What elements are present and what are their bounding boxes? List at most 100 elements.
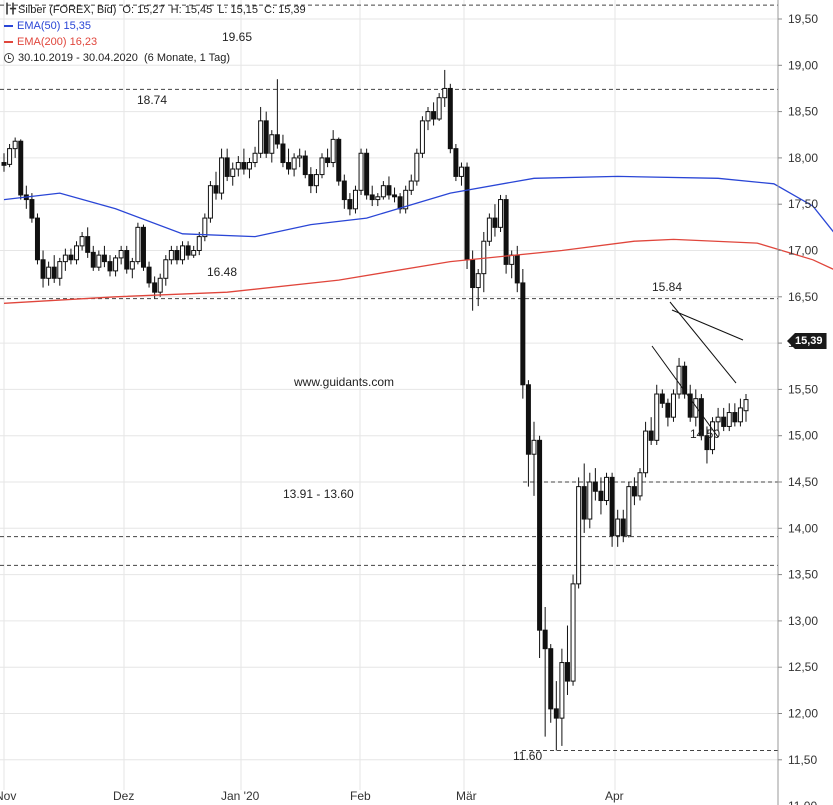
candle-body bbox=[520, 282, 526, 386]
candle-body bbox=[559, 662, 565, 719]
price-annotations: 19.65 18.74 16.48 15.84 14.50 13.91 - 13.60 11… bbox=[137, 30, 720, 763]
candle-body bbox=[542, 629, 548, 650]
candle-body bbox=[503, 199, 509, 265]
candle-body bbox=[453, 148, 459, 177]
candle-body bbox=[202, 217, 208, 238]
candle-body bbox=[196, 236, 202, 252]
candle bbox=[213, 171, 219, 200]
candle-body bbox=[347, 199, 353, 210]
trendline bbox=[669, 301, 737, 384]
candle-body bbox=[492, 217, 498, 228]
candle-body bbox=[626, 486, 632, 537]
candle bbox=[481, 231, 487, 293]
candle bbox=[380, 181, 386, 200]
y-axis: 19,5019,0018,5018,0017,5017,0016,5016,00… bbox=[777, 0, 818, 805]
candle bbox=[509, 250, 515, 279]
candle-body bbox=[319, 157, 325, 176]
y-tick-label: 18,00 bbox=[788, 151, 818, 165]
candle bbox=[207, 181, 213, 223]
y-tick-label: 16,50 bbox=[788, 290, 818, 304]
candle-body bbox=[352, 189, 358, 210]
candle-body bbox=[676, 365, 682, 395]
candle bbox=[570, 574, 576, 686]
candle-body bbox=[654, 393, 660, 441]
candle-body bbox=[375, 196, 381, 201]
candle-body bbox=[180, 245, 186, 261]
y-tick-label: 17,50 bbox=[788, 197, 818, 211]
candle bbox=[163, 255, 169, 286]
candle bbox=[7, 144, 13, 168]
candle-body bbox=[96, 254, 102, 268]
low-value: 15,15 bbox=[230, 4, 259, 16]
candle-body bbox=[174, 250, 180, 261]
current-price-tag: 15,39 bbox=[787, 333, 827, 349]
candle bbox=[191, 245, 197, 258]
annotation-label: 13.91 - 13.60 bbox=[283, 487, 354, 501]
candle-body bbox=[152, 282, 158, 293]
candle-body bbox=[191, 250, 197, 256]
candle bbox=[241, 148, 247, 175]
candle-body bbox=[291, 157, 297, 170]
candle bbox=[670, 389, 676, 422]
candle bbox=[79, 231, 85, 251]
candle-body bbox=[157, 277, 163, 293]
candle-body bbox=[581, 486, 587, 520]
y-tick-label: 12,50 bbox=[788, 660, 818, 674]
candle bbox=[336, 137, 342, 186]
candle bbox=[464, 162, 470, 270]
candle bbox=[129, 257, 135, 279]
candle-body bbox=[392, 194, 398, 198]
candle-body bbox=[414, 152, 420, 182]
candle bbox=[29, 193, 35, 223]
candle bbox=[34, 213, 40, 265]
candle-body bbox=[397, 196, 403, 210]
candle-body bbox=[425, 111, 431, 122]
candle bbox=[743, 394, 749, 422]
candle-body bbox=[107, 261, 113, 272]
candle bbox=[302, 150, 308, 179]
candle bbox=[146, 261, 152, 288]
candlestick-series bbox=[1, 69, 749, 751]
candle bbox=[693, 389, 699, 427]
y-tick-label: 11,50 bbox=[788, 753, 817, 767]
candle bbox=[1, 153, 7, 172]
candle bbox=[274, 79, 280, 149]
candle-body bbox=[637, 472, 643, 497]
ema50-swatch bbox=[4, 25, 13, 27]
ema200-legend-row: EMA(200) 16,23 bbox=[4, 34, 306, 50]
x-tick-label: Nov bbox=[0, 789, 16, 803]
candle bbox=[364, 148, 370, 200]
candle bbox=[135, 222, 141, 265]
ema50-line bbox=[3, 175, 833, 238]
candle bbox=[715, 407, 721, 432]
trendline bbox=[671, 309, 744, 341]
candle-body bbox=[598, 490, 604, 502]
range-row: 30.10.2019 - 30.04.2020 (6 Monate, 1 Tag… bbox=[4, 50, 306, 66]
candle-body bbox=[286, 162, 292, 170]
chart-grid bbox=[0, 0, 778, 790]
candlestick-icon: ┃╋ bbox=[4, 4, 17, 15]
candle-body bbox=[308, 174, 314, 187]
candle-body bbox=[224, 157, 230, 177]
annotation-label: 11.60 bbox=[513, 749, 542, 763]
y-tick-label: 18,50 bbox=[788, 105, 818, 119]
candle-body bbox=[358, 152, 364, 191]
annotation-label: 16.48 bbox=[207, 265, 237, 279]
candle bbox=[347, 193, 353, 216]
candle bbox=[436, 93, 442, 121]
x-tick-label: Mär bbox=[456, 789, 477, 803]
y-tick-label: 19,50 bbox=[788, 12, 818, 26]
candle bbox=[453, 144, 459, 182]
candle-body bbox=[129, 261, 135, 270]
candle bbox=[576, 477, 582, 589]
candle bbox=[286, 148, 292, 175]
candle bbox=[140, 224, 146, 271]
candle-body bbox=[135, 226, 141, 263]
candle-body bbox=[737, 407, 743, 423]
candle-body bbox=[74, 245, 80, 261]
candle-body bbox=[219, 157, 225, 194]
candle bbox=[475, 269, 481, 307]
instrument-row: ┃╋ Silber (FOREX, Bid) O: 15,27 H: 15,45… bbox=[4, 2, 306, 18]
candle bbox=[498, 194, 504, 232]
candle-body bbox=[168, 250, 174, 261]
